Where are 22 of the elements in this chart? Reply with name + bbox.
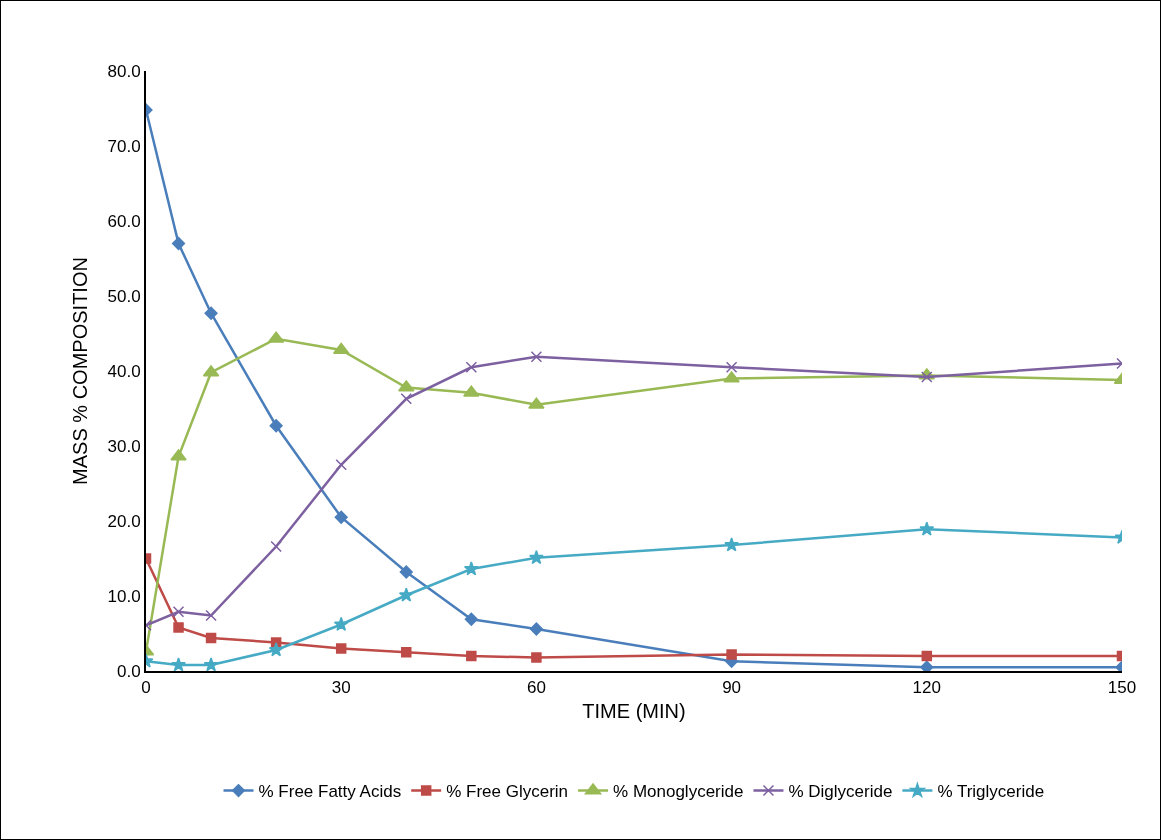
y-tick-label: 70.0	[107, 136, 141, 156]
x-tick-label: 60	[526, 678, 546, 698]
y-tick-label: 30.0	[107, 436, 141, 456]
x-axis-title: TIME (MIN)	[582, 700, 686, 723]
y-tick-label: 10.0	[107, 586, 141, 606]
legend-label: % Monoglyceride	[613, 782, 744, 802]
legend-label: % Free Fatty Acids	[258, 782, 402, 802]
x-tick-label: 120	[912, 678, 941, 698]
x-tick-label: 90	[722, 678, 742, 698]
x-tick-label: 30	[331, 678, 351, 698]
y-tick-label: 20.0	[107, 511, 141, 531]
x-tick-label: 150	[1107, 678, 1137, 698]
x-tick-label: 0	[141, 678, 151, 698]
y-tick-label: 80.0	[107, 61, 141, 81]
y-tick-label: 60.0	[107, 211, 141, 231]
legend-label: % Triglyceride	[937, 782, 1045, 802]
y-tick-label: 40.0	[107, 361, 141, 381]
legend-label: % Diglyceride	[788, 782, 893, 802]
legend-label: % Free Glycerin	[446, 782, 569, 802]
y-tick-label: 50.0	[107, 286, 141, 306]
y-tick-label: 0.0	[116, 661, 141, 681]
y-axis-title: MASS % COMPOSITION	[68, 257, 91, 485]
